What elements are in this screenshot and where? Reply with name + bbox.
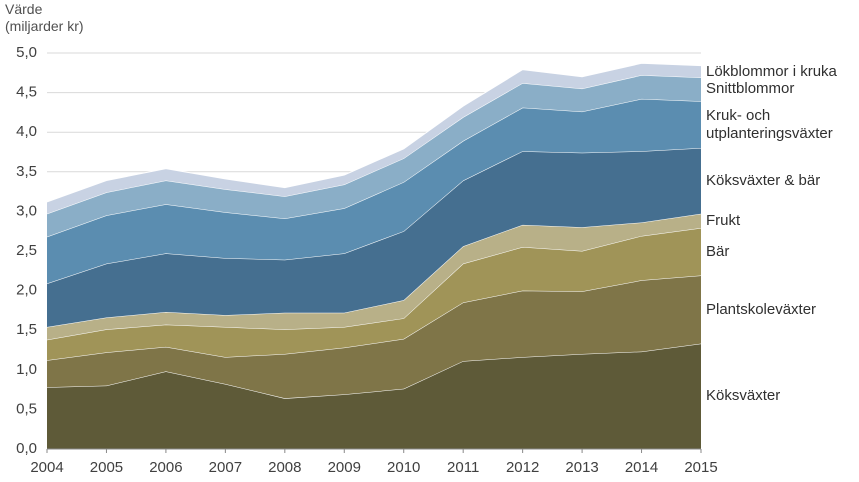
series-label: Bär <box>706 242 730 260</box>
x-tick-label: 2004 <box>30 459 63 476</box>
area <box>47 75 701 237</box>
y-tick-label: 3,5 <box>16 163 37 180</box>
series-label: Frukt <box>706 211 741 229</box>
area <box>47 213 701 340</box>
y-tick-label: 2,5 <box>16 242 37 259</box>
y-tick-label: 3,0 <box>16 202 37 219</box>
y-tick-label: 1,0 <box>16 361 37 378</box>
x-tick-label: 2015 <box>684 459 717 476</box>
series-label: Köksväxter & bär <box>706 171 821 189</box>
series-label: Snittblommor <box>706 80 795 98</box>
x-tick-label: 2014 <box>625 459 658 476</box>
area <box>47 148 701 328</box>
y-tick-label: 1,5 <box>16 321 37 338</box>
x-tick-label: 2012 <box>506 459 539 476</box>
series-label: Lökblommor i kruka <box>706 62 837 80</box>
area-edge <box>46 275 702 361</box>
y-tick-label: 0,5 <box>16 400 37 417</box>
x-tick-label: 2009 <box>328 459 361 476</box>
series-label: Kruk- och utplanteringsväxter <box>706 106 833 142</box>
x-tick-label: 2006 <box>149 459 182 476</box>
x-tick-label: 2007 <box>209 459 242 476</box>
series-label: Köksväxter <box>706 387 781 405</box>
area-edge <box>46 74 702 215</box>
area-edge <box>46 62 702 203</box>
y-tick-label: 0,0 <box>16 440 37 457</box>
area <box>47 343 701 449</box>
area <box>47 98 701 284</box>
y-tick-label: 4,5 <box>16 84 37 101</box>
x-tick-label: 2010 <box>387 459 420 476</box>
y-axis-label: Värde (miljarder kr) <box>5 1 84 34</box>
series-label: Plantskoleväxter <box>706 300 817 318</box>
x-tick-label: 2008 <box>268 459 301 476</box>
y-tick-label: 5,0 <box>16 44 37 61</box>
area <box>47 228 701 361</box>
x-tick-label: 2013 <box>565 459 598 476</box>
x-tick-label: 2011 <box>447 459 479 476</box>
x-tick-label: 2005 <box>90 459 123 476</box>
y-tick-label: 4,0 <box>16 123 37 140</box>
area <box>47 275 701 399</box>
y-tick-label: 2,0 <box>16 282 37 299</box>
